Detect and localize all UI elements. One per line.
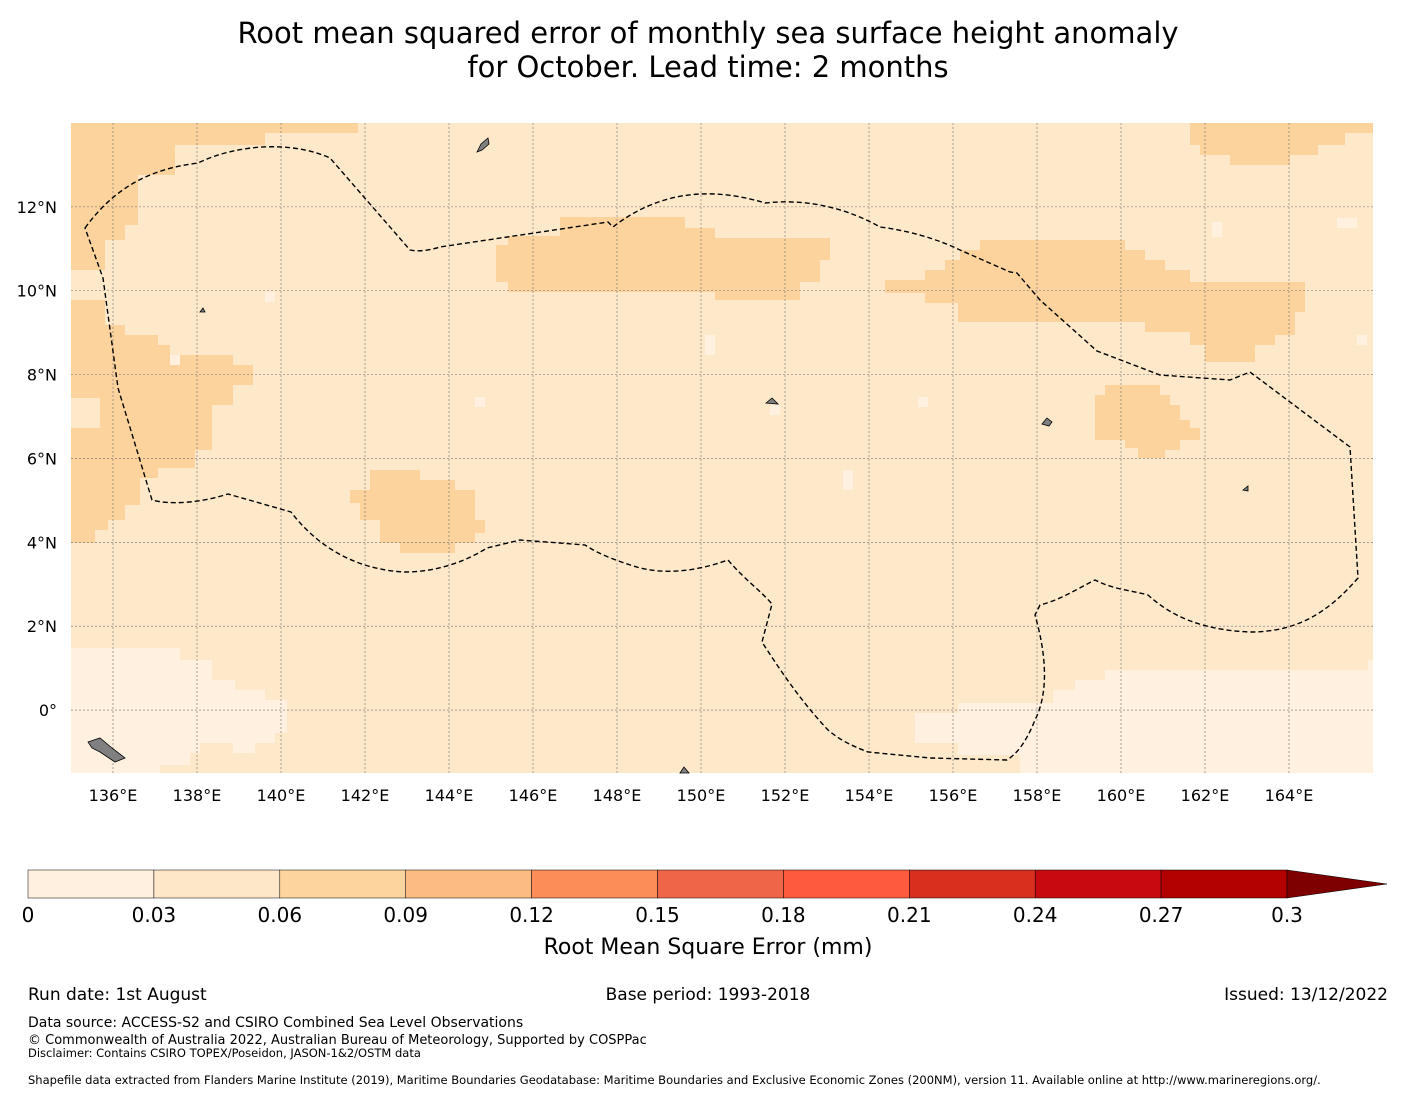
colorbar-tick-label: 0.03 [132, 903, 177, 927]
map-panel [71, 123, 1373, 774]
issued-date: Issued: 13/12/2022 [1224, 985, 1388, 1005]
rmse-low-patches [71, 218, 1373, 773]
longitude-tick-label: 142°E [341, 786, 390, 805]
base-period: Base period: 1993-2018 [605, 985, 811, 1005]
shapefile-credit: Shapefile data extracted from Flanders M… [28, 1073, 1321, 1087]
map-title-line-1: Root mean squared error of monthly sea s… [237, 16, 1179, 50]
colorbar [27, 869, 1388, 899]
longitude-tick-label: 150°E [677, 786, 726, 805]
colorbar-segment [531, 869, 658, 899]
longitude-tick-label: 144°E [425, 786, 474, 805]
longitude-tick-label: 162°E [1181, 786, 1230, 805]
island [1041, 417, 1053, 427]
colorbar-tick-label: 0.24 [1013, 903, 1058, 927]
island [199, 307, 206, 313]
map-figure: 136°E 138°E 140°E 142°E 144°E 146°E 148°E 150°E… [17, 123, 1388, 960]
rmse-cell [118, 723, 128, 733]
graticule [71, 123, 1373, 773]
island [1242, 485, 1249, 492]
rmse-patch-northeast [885, 240, 1305, 362]
rmse-cell [705, 335, 715, 355]
colorbar-tick-label: 0.21 [887, 903, 932, 927]
longitude-tick-label: 138°E [173, 786, 222, 805]
island [679, 766, 690, 774]
latitude-tick-label: 12°N [17, 198, 57, 217]
colorbar-tick-label: 0 [22, 903, 35, 927]
colorbar-tick-label: 0.12 [509, 903, 554, 927]
disclaimer: Disclaimer: Contains CSIRO TOPEX/Poseido… [28, 1046, 421, 1060]
longitude-tick-label: 158°E [1013, 786, 1062, 805]
colorbar-segment [657, 869, 784, 899]
rmse-patch-central-south [350, 470, 485, 553]
rmse-patch-central-north [496, 217, 830, 300]
colorbar-segment [1034, 869, 1162, 899]
islands [87, 137, 1249, 774]
rmse-patch-northeast-corner [1190, 123, 1373, 165]
rmse-high-patches [71, 123, 1373, 553]
rmse-patch-northwest [71, 123, 358, 270]
eez-boundary [84, 146, 1359, 761]
rmse-cell [265, 292, 275, 302]
colorbar-segment [279, 869, 406, 899]
longitude-tick-label: 164°E [1265, 786, 1314, 805]
map-title-line-2: for October. Lead time: 2 months [467, 50, 949, 84]
guam-island [476, 137, 490, 153]
colorbar-segment [153, 869, 281, 899]
data-source: Data source: ACCESS-S2 and CSIRO Combine… [28, 1015, 524, 1031]
colorbar-tick-label: 0.3 [1271, 903, 1303, 927]
colorbar-tick-label: 0.18 [761, 903, 806, 927]
rmse-cell [170, 355, 180, 365]
latitude-tick-labels: 12°N 10°N 8°N 6°N 4°N 2°N 0° [17, 198, 57, 720]
run-date: Run date: 1st August [28, 985, 207, 1005]
latitude-tick-label: 4°N [27, 533, 57, 552]
island [764, 397, 780, 405]
island [87, 737, 126, 763]
colorbar-extend-arrow [1286, 869, 1388, 899]
latitude-tick-label: 6°N [27, 449, 57, 468]
colorbar-label: Root Mean Square Error (mm) [544, 935, 873, 960]
latitude-tick-label: 0° [39, 701, 57, 720]
colorbar-tick-label: 0.27 [1139, 903, 1184, 927]
longitude-tick-label: 156°E [929, 786, 978, 805]
copyright: © Commonwealth of Australia 2022, Austra… [28, 1033, 647, 1048]
longitude-tick-label: 136°E [89, 786, 138, 805]
colorbar-tick-label: 0.06 [258, 903, 303, 927]
longitude-tick-label: 140°E [257, 786, 306, 805]
colorbar-tick-label: 0.09 [383, 903, 428, 927]
colorbar-segment [405, 869, 532, 899]
colorbar-tick-labels: 0 0.03 0.06 0.09 0.12 0.15 0.18 0.21 0.24 0.27 0.3 [22, 903, 1303, 927]
rmse-cell [1357, 335, 1367, 345]
longitude-tick-labels: 136°E 138°E 140°E 142°E 144°E 146°E 148°E 150°E… [89, 786, 1314, 805]
rmse-cell [843, 470, 853, 490]
latitude-tick-label: 10°N [17, 282, 57, 301]
colorbar-tick-label: 0.15 [635, 903, 680, 927]
colorbar-segment [909, 869, 1036, 899]
colorbar-segment [783, 869, 910, 899]
rmse-patch-southwest [71, 648, 287, 773]
longitude-tick-label: 152°E [761, 786, 810, 805]
rmse-patch-southeast [915, 660, 1373, 773]
rmse-patch-west [71, 300, 253, 543]
rmse-cell [1212, 222, 1222, 237]
rmse-cell [918, 397, 928, 407]
rmse-cell [770, 405, 780, 415]
rmse-cell [1337, 218, 1357, 228]
latitude-tick-label: 8°N [27, 366, 57, 385]
longitude-tick-label: 148°E [593, 786, 642, 805]
longitude-tick-label: 160°E [1097, 786, 1146, 805]
longitude-tick-label: 146°E [509, 786, 558, 805]
longitude-tick-label: 154°E [845, 786, 894, 805]
rmse-cell [475, 397, 485, 407]
latitude-tick-label: 2°N [27, 617, 57, 636]
colorbar-segment [1160, 869, 1288, 899]
colorbar-segment [27, 869, 155, 899]
